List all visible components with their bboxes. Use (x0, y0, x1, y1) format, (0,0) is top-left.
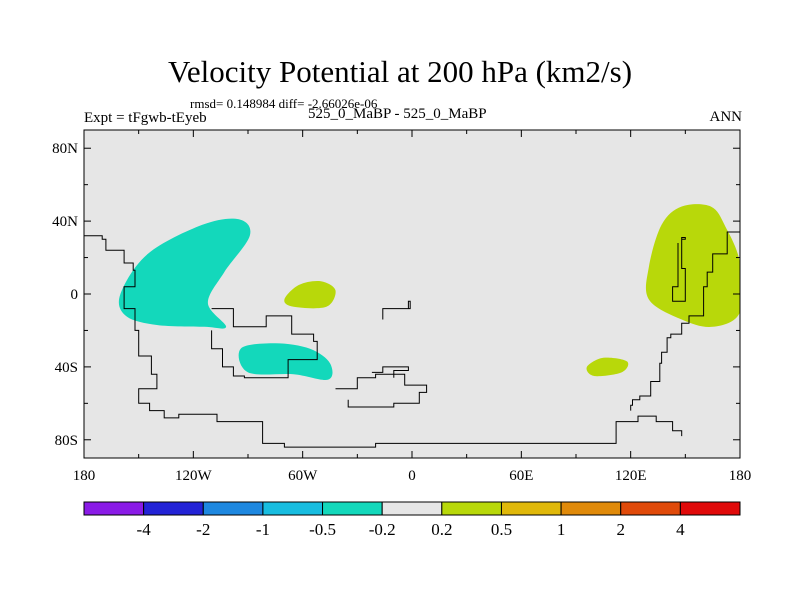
colorbar-swatch (381, 501, 443, 516)
x-tick-label: 60W (288, 468, 318, 484)
x-tick-label: 180 (729, 468, 752, 484)
contour-region-indian-ocean-positive (586, 357, 629, 377)
colorbar-label: -1 (256, 520, 270, 539)
period-label: 525_0_MaBP - 525_0_MaBP (308, 106, 487, 122)
colorbar-label: -0.2 (369, 520, 396, 539)
y-tick-label: 80N (52, 141, 78, 157)
colorbar-swatch (441, 501, 502, 516)
colorbar-swatch (262, 501, 324, 516)
colorbar-swatch (143, 501, 204, 516)
colorbar-label: -2 (196, 520, 210, 539)
x-tick-label: 120E (615, 468, 647, 484)
contour-region-west-pacific-positive (645, 204, 740, 328)
colorbar-swatch (322, 501, 383, 516)
colorbar-swatch (202, 501, 264, 516)
colorbar-label: -4 (137, 520, 152, 539)
coastline-4 (672, 237, 686, 302)
colorbar-swatch (560, 501, 622, 516)
coastline-3 (630, 231, 740, 411)
colorbar-label: 1 (557, 520, 566, 539)
coastline-6 (335, 373, 428, 408)
chart-title: Velocity Potential at 200 hPa (km2/s) (167, 54, 633, 89)
colorbar-swatch (83, 501, 145, 516)
x-tick-label: 60E (509, 468, 533, 484)
y-tick-label: 80S (55, 433, 78, 449)
coastline-7 (371, 366, 409, 378)
y-tick-label: 40N (52, 214, 78, 230)
colorbar-swatch (620, 501, 681, 516)
colorbar-label: 0.2 (431, 520, 452, 539)
x-tick-label: 180 (73, 468, 96, 484)
coastline-2 (211, 308, 318, 379)
x-tick-label: 120W (175, 468, 213, 484)
experiment-label: Expt = tFgwb-tEyeb (84, 110, 207, 126)
contour-region-atlantic-positive (284, 280, 336, 309)
colorbar-label: 0.5 (491, 520, 512, 539)
colorbar-label: 2 (616, 520, 625, 539)
y-tick-label: 40S (55, 360, 78, 376)
colorbar-swatch (500, 501, 562, 516)
season-label: ANN (709, 109, 743, 125)
contour-region-central-pacific-negative (118, 218, 251, 329)
colorbar-label: -0.5 (309, 520, 336, 539)
x-tick-label: 0 (408, 468, 416, 484)
colorbar-swatch (679, 501, 741, 516)
contour-region-south-america-negative (238, 343, 333, 380)
y-tick-label: 0 (71, 287, 79, 303)
chart-subtitle: rmsd= 0.148984 diff= -2.66026e-06 (190, 96, 378, 111)
colorbar-label: 4 (676, 520, 685, 539)
coastline-1 (84, 235, 683, 448)
coastline-5 (382, 300, 411, 320)
